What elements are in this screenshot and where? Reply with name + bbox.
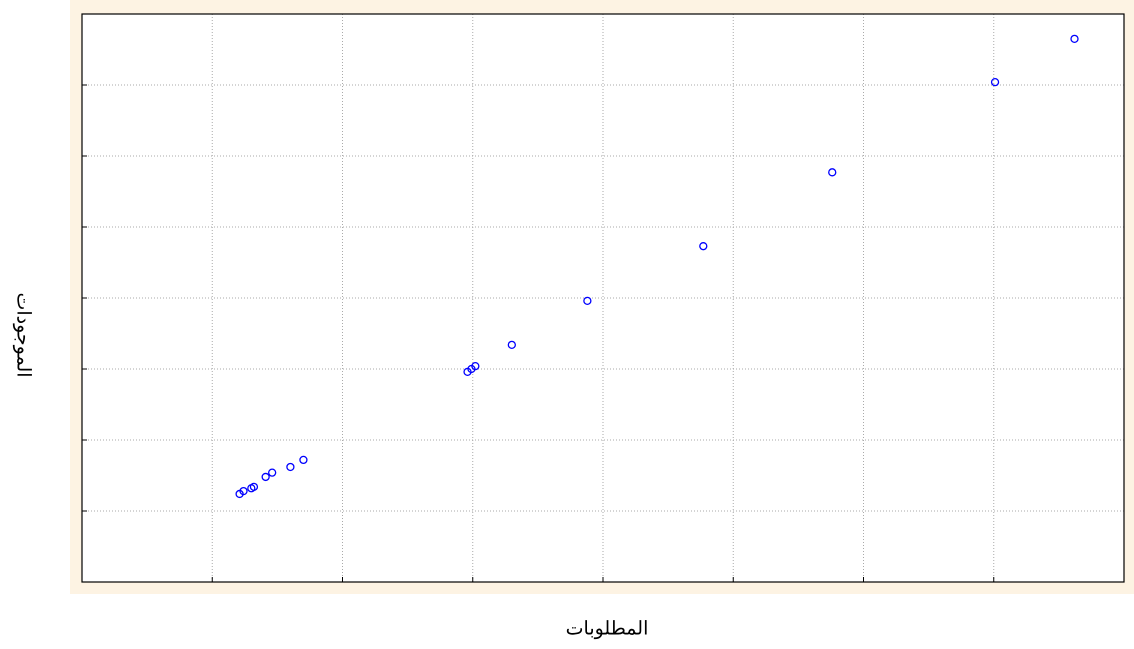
point — [286, 462, 295, 472]
point — [299, 455, 308, 465]
point — [268, 468, 277, 477]
point — [699, 242, 708, 251]
plot-area — [82, 14, 1124, 582]
plot-border — [81, 13, 1125, 583]
point — [828, 168, 837, 177]
point — [583, 296, 592, 305]
plot-layer — [82, 14, 1124, 582]
point — [239, 486, 248, 496]
x-axis-label: المطلوبات — [566, 618, 649, 639]
point — [990, 78, 1000, 87]
point — [261, 472, 270, 482]
point — [471, 362, 480, 371]
point — [249, 482, 259, 492]
y-axis-label: الموجودات — [13, 292, 34, 377]
point — [507, 340, 516, 350]
point — [1070, 34, 1079, 43]
